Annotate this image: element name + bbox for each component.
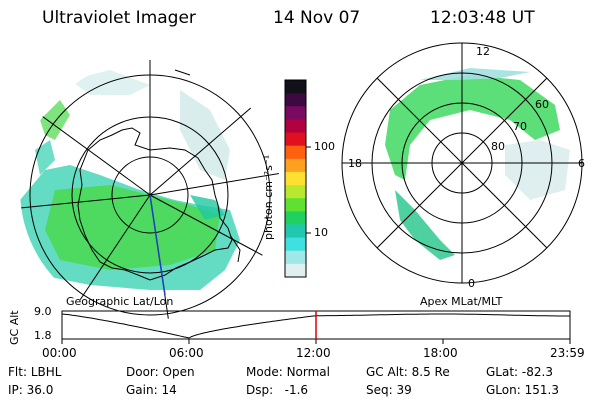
aurora-emission-right (385, 68, 570, 260)
dsp-info: Dsp: -1.6 (246, 383, 309, 397)
mlt-label-top: 12 (476, 45, 490, 58)
colorbar-label-100: 100 (314, 140, 335, 153)
altitude-xticks (61, 339, 571, 344)
colorbar-segment (285, 93, 306, 107)
mode-info: Mode: Normal (246, 365, 330, 379)
altitude-xtick-4: 23:59 (550, 346, 585, 360)
colorbar-segment (285, 106, 306, 120)
door-value: Open (162, 365, 195, 379)
filter-value: LBHL (30, 365, 62, 379)
colorbar-segment (285, 145, 306, 160)
date-label: 14 Nov 07 (273, 8, 361, 28)
geographic-image-panel (20, 60, 280, 320)
colorbar-segment (285, 198, 306, 212)
spacecraft-track-line (149, 194, 166, 296)
colorbar-segment (285, 237, 306, 252)
colorbar-segment (285, 171, 306, 186)
gcalt-value: 8.5 Re (411, 365, 450, 379)
gain-info: Gain: 14 (126, 383, 177, 397)
ip-info: IP: 36.0 (8, 383, 54, 397)
colorbar-segment (285, 250, 306, 265)
glon-info: GLon: 151.3 (486, 383, 559, 397)
mlt-label-right: 6 (578, 157, 585, 170)
colorbar-segment (285, 211, 306, 225)
glat-info: GLat: -82.3 (486, 365, 553, 379)
colorbar-frame (284, 79, 307, 278)
altitude-ylabel: GC Alt (8, 310, 21, 345)
altitude-xtick-1: 06:00 (169, 346, 204, 360)
mode-value: Normal (286, 365, 330, 379)
mlt-label-left: 18 (348, 157, 362, 170)
seq-value: 39 (396, 383, 412, 397)
colorbar-segment (285, 132, 306, 147)
mlt-grid (342, 43, 582, 283)
right-panel-caption: Apex MLat/MLT (420, 295, 503, 308)
altitude-xtick-0: 00:00 (42, 346, 77, 360)
mlat-label-60: 60 (535, 98, 549, 111)
mlat-label-80: 80 (491, 140, 505, 153)
colorbar-segment (285, 185, 306, 199)
mlat-label-70: 70 (513, 120, 527, 133)
magnetic-image-panel (342, 43, 582, 283)
altitude-xtick-3: 18:00 (423, 346, 458, 360)
colorbar (285, 80, 306, 278)
dsp-value: -1.6 (284, 383, 309, 397)
colorbar-unit-label: photon cm⁻²s⁻¹ (262, 154, 275, 240)
time-label: 12:03:48 UT (430, 8, 535, 28)
altitude-xtick-2: 12:00 (296, 346, 331, 360)
instrument-title: Ultraviolet Imager (42, 8, 196, 28)
left-panel-caption: Geographic Lat/Lon (66, 295, 174, 308)
gain-value: 14 (161, 383, 177, 397)
glon-value: 151.3 (524, 383, 559, 397)
mlat-outer-ring (341, 42, 583, 284)
filter-info: Flt: LBHL (8, 365, 62, 379)
glat-value: -82.3 (521, 365, 553, 379)
colorbar-segment (285, 80, 306, 94)
colorbar-label-10: 10 (314, 226, 328, 239)
gcalt-info: GC Alt: 8.5 Re (366, 365, 450, 379)
mlt-label-bottom: 0 (468, 277, 475, 290)
antarctica-coastline (77, 127, 233, 281)
altitude-ytick-high: 9.0 (34, 305, 52, 318)
ip-value: 36.0 (26, 383, 54, 397)
colorbar-segment (285, 224, 306, 239)
colorbar-segment (285, 263, 306, 278)
colorbar-segment (285, 158, 306, 173)
seq-info: Seq: 39 (366, 383, 412, 397)
door-info: Door: Open (126, 365, 195, 379)
altitude-ytick-low: 1.8 (34, 329, 52, 342)
colorbar-segment (285, 119, 306, 134)
